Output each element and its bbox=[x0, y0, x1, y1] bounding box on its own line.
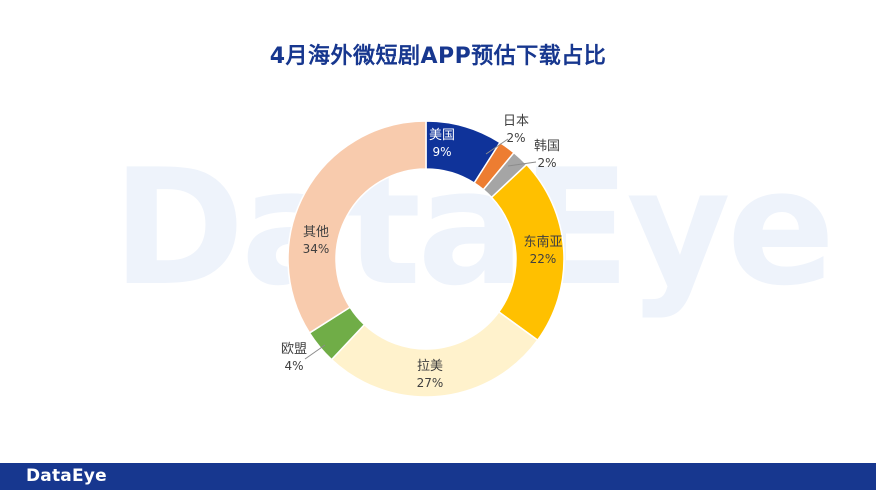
footer-bar: DataEye bbox=[0, 463, 876, 490]
slice-label-5: 欧盟 bbox=[281, 342, 307, 357]
leader-line-2 bbox=[507, 161, 537, 167]
chart-title: 4月海外微短剧APP预估下载占比 bbox=[269, 44, 607, 69]
slice-value-4: 27% bbox=[417, 376, 444, 390]
leader-line-5 bbox=[304, 344, 326, 360]
slice-label-0: 美国 bbox=[429, 128, 455, 143]
slice-label-1: 日本 bbox=[503, 114, 529, 129]
slice-value-3: 22% bbox=[530, 252, 557, 266]
slice-value-6: 34% bbox=[303, 242, 330, 256]
slice-6 bbox=[287, 120, 427, 334]
slice-label-3: 东南亚 bbox=[523, 234, 562, 250]
slice-value-0: 9% bbox=[432, 145, 451, 159]
slice-value-5: 4% bbox=[284, 359, 303, 373]
slice-label-2: 韩国 bbox=[534, 139, 560, 154]
slice-value-1: 2% bbox=[506, 131, 525, 145]
slice-label-6: 其他 bbox=[303, 225, 329, 240]
footer-logo: DataEye bbox=[26, 466, 107, 486]
slice-label-4: 拉美 bbox=[417, 359, 443, 374]
slice-value-2: 2% bbox=[537, 156, 556, 170]
leader-line-1 bbox=[485, 138, 509, 155]
